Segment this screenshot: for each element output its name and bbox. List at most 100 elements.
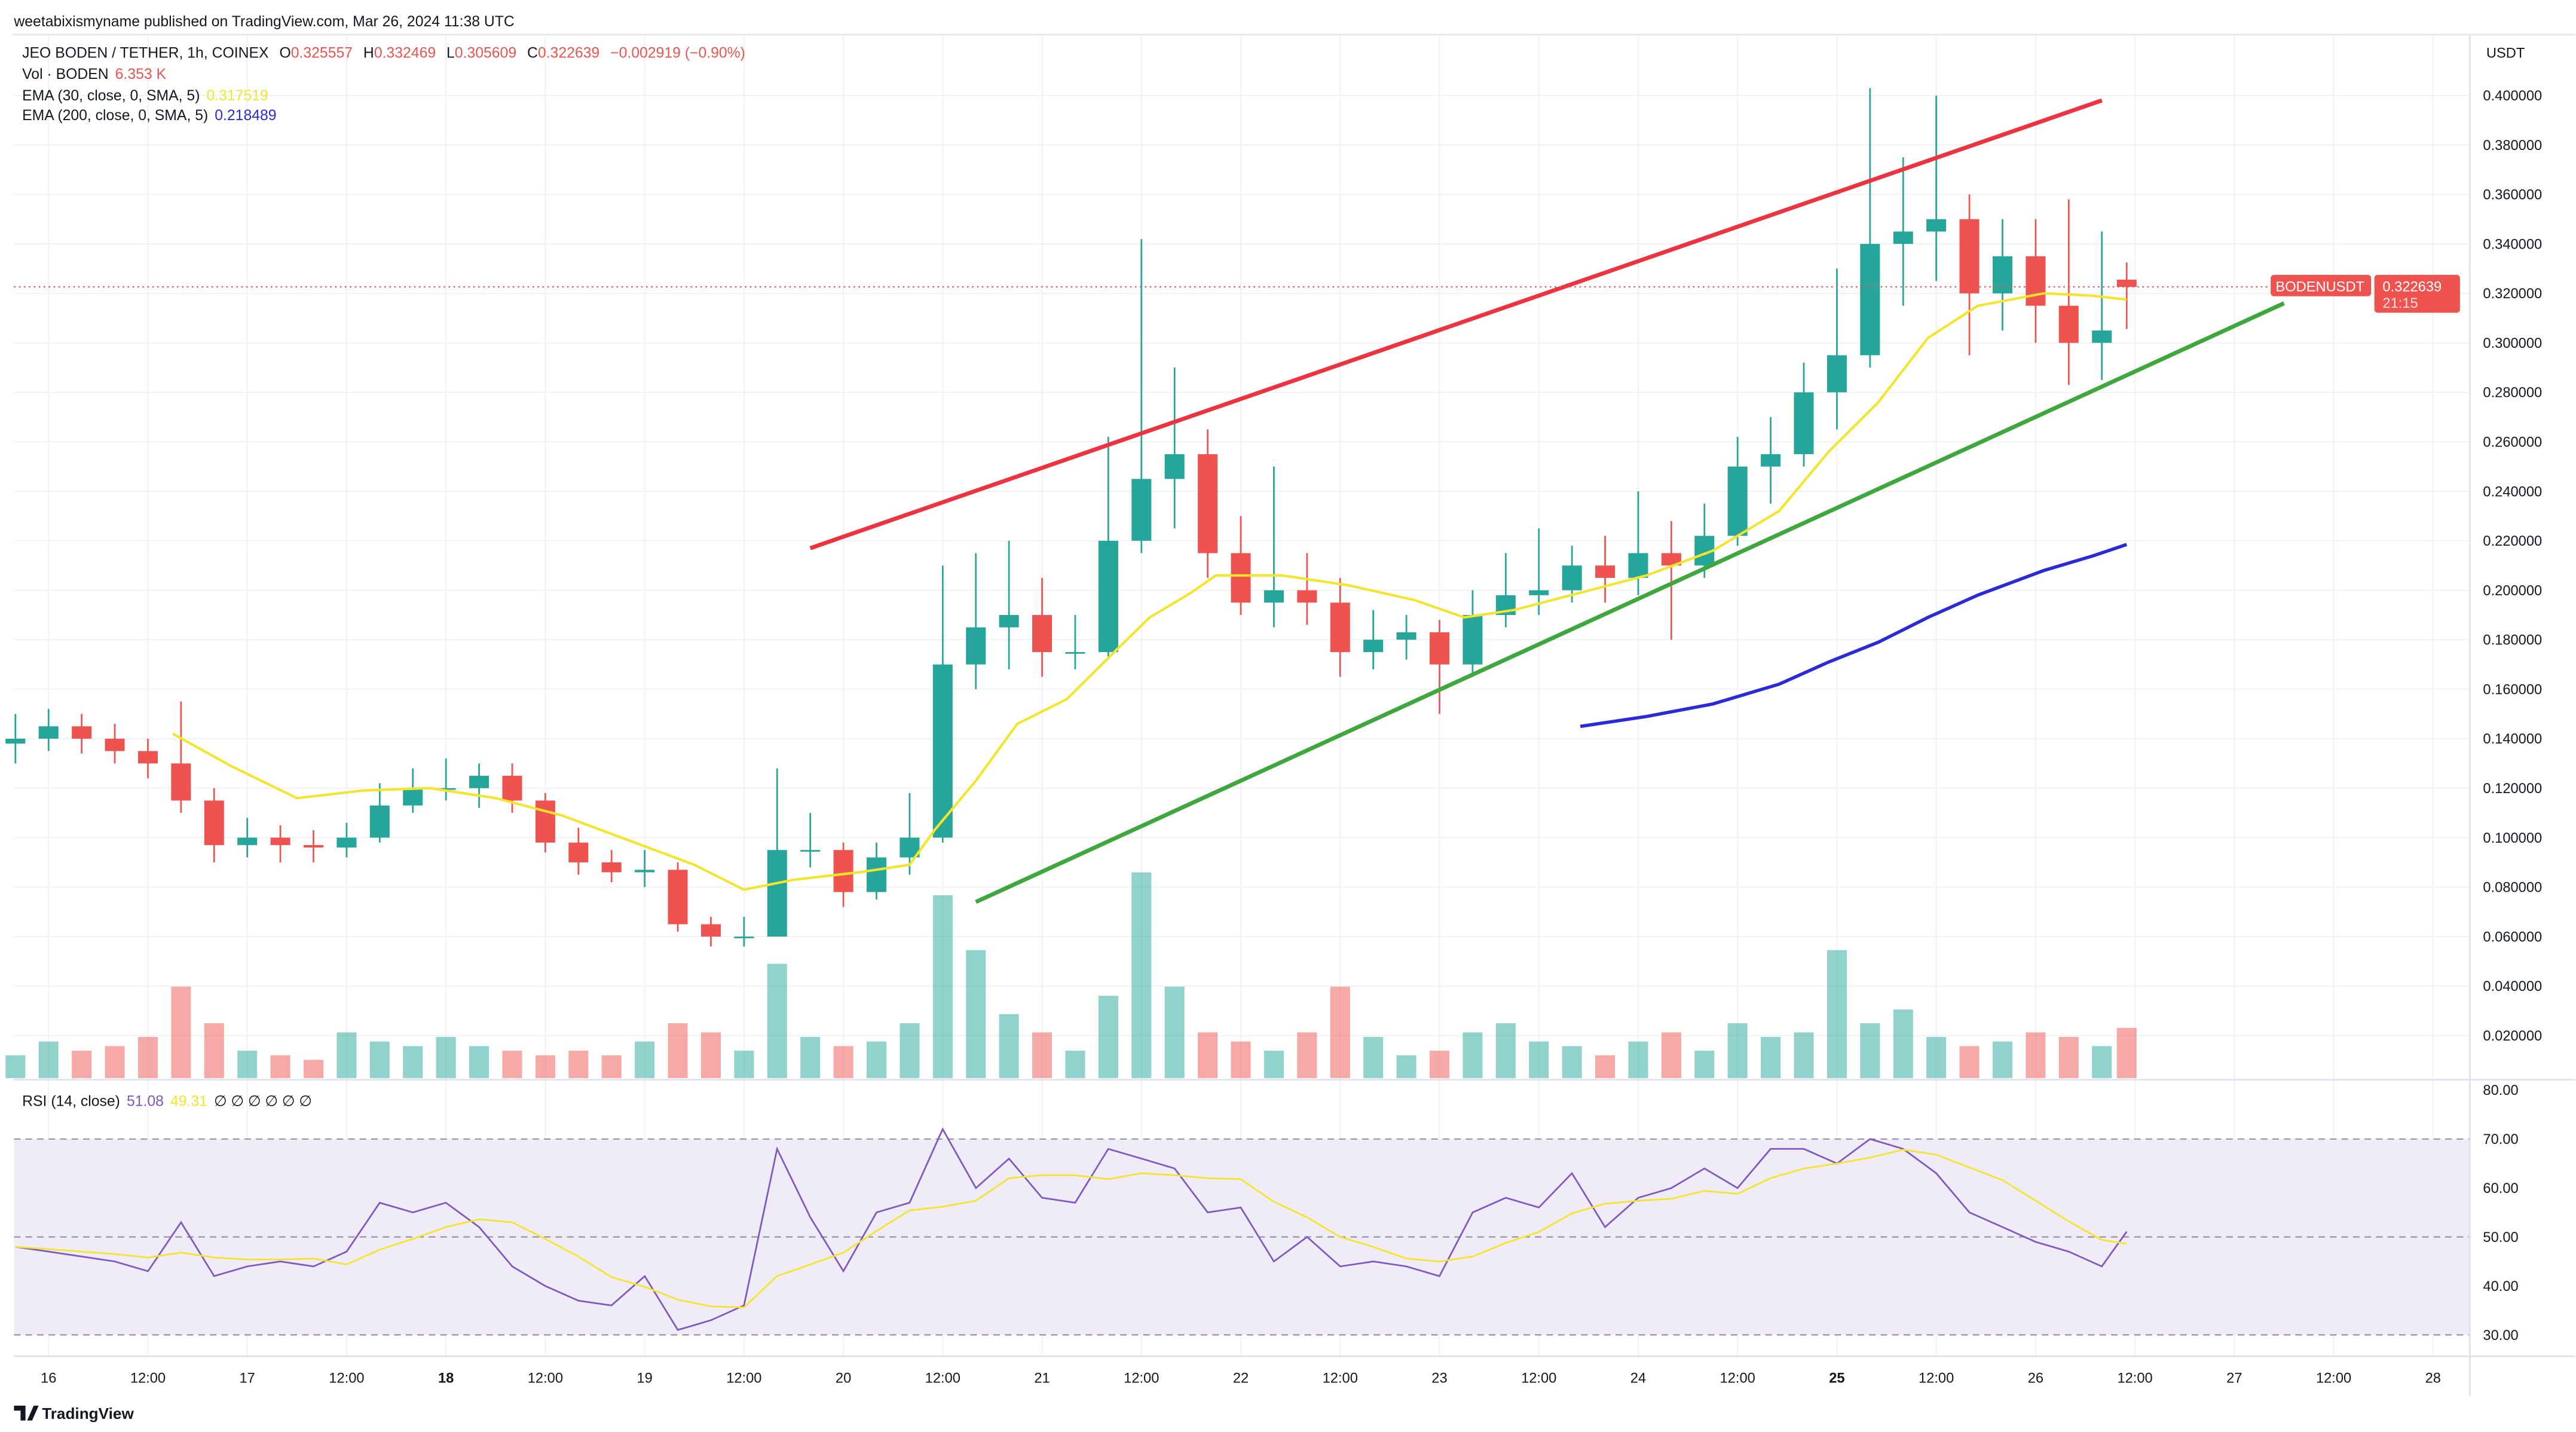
- candle-body: [369, 805, 390, 838]
- candle-body: [700, 924, 721, 937]
- symbol-badge: [2271, 274, 2372, 296]
- price-tick-label: 0.360000: [2483, 188, 2542, 203]
- volume-bar: [1827, 950, 1847, 1078]
- volume-bar: [105, 1046, 125, 1078]
- candle-body: [1131, 479, 1152, 541]
- candle-body: [502, 776, 522, 801]
- candle-body: [932, 664, 953, 838]
- volume-bar: [1893, 1009, 1913, 1078]
- time-tick-label: 12:00: [1720, 1370, 1755, 1386]
- volume-bar: [1959, 1046, 1980, 1078]
- candle-body: [1463, 614, 1483, 665]
- time-tick-label: 12:00: [925, 1370, 960, 1386]
- open-value: 0.325557: [291, 45, 353, 61]
- price-axis[interactable]: 0.400000 0.380000 0.360000 0.340000 0.320000…: [2483, 88, 2542, 1044]
- candle-body: [1231, 553, 1251, 603]
- volume-bar: [2116, 1027, 2137, 1078]
- price-tick-label: 0.180000: [2483, 633, 2542, 648]
- volume-bar: [767, 963, 787, 1078]
- candles[interactable]: [5, 88, 2137, 947]
- candle-body: [1198, 454, 1218, 553]
- volume-bar: [833, 1046, 853, 1078]
- price-tick-label: 0.380000: [2483, 138, 2542, 154]
- volume-bar: [668, 1023, 688, 1078]
- symbol-title: JEO BODEN / TETHER, 1h, COINEX: [22, 45, 268, 61]
- ema30-value: 0.317519: [206, 88, 268, 104]
- tradingview-logo-text: TradingView: [42, 1405, 134, 1422]
- candle-body: [171, 763, 191, 801]
- rsi-tick-label: 30.00: [2483, 1328, 2518, 1344]
- candle-body: [72, 726, 92, 739]
- candle-body: [999, 614, 1019, 628]
- price-tick-label: 0.100000: [2483, 831, 2542, 846]
- low-value: 0.305609: [455, 45, 516, 61]
- time-tick-label: 12:00: [2117, 1370, 2152, 1386]
- rsi-tick-label: 50.00: [2483, 1230, 2518, 1246]
- candle-body: [1065, 652, 1085, 654]
- volume-bar: [303, 1060, 324, 1078]
- candle-body: [1761, 454, 1781, 467]
- upper-trendline: [809, 98, 2103, 550]
- rsi-axis[interactable]: 80.00 70.00 60.00 50.00 40.00 30.00: [2483, 1083, 2518, 1344]
- time-tick-label: 24: [1630, 1370, 1646, 1386]
- volume-bar: [403, 1046, 423, 1078]
- volume-bar: [204, 1023, 224, 1078]
- candle-body: [1661, 553, 1681, 566]
- time-axis[interactable]: 16 12:00 17 12:00 18 12:00 19 12:00 20 12:00 21 12:…: [41, 1370, 2441, 1386]
- candle-body: [2026, 256, 2046, 306]
- candle-body: [2092, 330, 2112, 343]
- candle-body: [1363, 639, 1384, 653]
- time-tick-label: 22: [1233, 1370, 1249, 1386]
- rsi-tick-label: 70.00: [2483, 1132, 2518, 1148]
- volume-bar: [734, 1050, 754, 1078]
- time-tick-label: 19: [637, 1370, 652, 1386]
- volume-bar: [1429, 1050, 1450, 1078]
- time-tick-label: 12:00: [528, 1370, 563, 1386]
- candle-body: [1595, 565, 1616, 578]
- candle-body: [668, 870, 688, 925]
- candle-body: [568, 842, 589, 862]
- grid: [14, 36, 2470, 1357]
- candle-body: [833, 850, 853, 892]
- trendlines[interactable]: [809, 98, 2285, 904]
- currency-label[interactable]: USDT: [2486, 45, 2525, 61]
- volume-bar: [1363, 1037, 1384, 1078]
- price-tick-label: 0.080000: [2483, 880, 2542, 896]
- time-tick-label: 17: [240, 1370, 255, 1386]
- time-tick-label: 27: [2226, 1370, 2242, 1386]
- volume-bar: [1661, 1032, 1681, 1078]
- price-badge: BODENUSDT 0.322639 21:15: [2271, 274, 2460, 313]
- time-tick-label: 12:00: [1919, 1370, 1954, 1386]
- publisher-line: weetabixismyname published on TradingVie…: [13, 14, 514, 30]
- candle-body: [336, 837, 357, 848]
- candle-body: [1529, 590, 1549, 595]
- volume-bar: [1727, 1023, 1748, 1078]
- time-tick-label: 12:00: [2316, 1370, 2351, 1386]
- volume-bar: [1463, 1032, 1483, 1078]
- candle-body: [1794, 392, 1814, 454]
- candle-body: [601, 862, 622, 873]
- volume-bar: [72, 1050, 92, 1078]
- time-tick-label: 16: [41, 1370, 56, 1386]
- volume-bar: [1860, 1023, 1880, 1078]
- candle-body: [270, 837, 290, 845]
- tradingview-logo[interactable]: TradingView: [14, 1405, 134, 1422]
- candle-body: [635, 870, 655, 873]
- open-label: O: [279, 45, 290, 61]
- time-tick-label: 20: [836, 1370, 851, 1386]
- candle-body: [1164, 454, 1185, 479]
- price-tick-label: 0.060000: [2483, 929, 2542, 945]
- candle-body: [866, 857, 887, 892]
- volume-bar: [1761, 1037, 1781, 1078]
- candle-body: [800, 850, 821, 852]
- candle-body: [436, 788, 456, 790]
- candle-body: [535, 800, 555, 843]
- main-legend[interactable]: JEO BODEN / TETHER, 1h, COINEX O0.325557…: [22, 45, 745, 1109]
- volume-bar: [1595, 1055, 1616, 1078]
- price-tick-label: 0.260000: [2483, 435, 2542, 450]
- rsi-legend: RSI (14, close) 51.08 49.31 ∅ ∅ ∅ ∅ ∅ ∅: [22, 1094, 312, 1110]
- candle-body: [403, 788, 423, 806]
- ema200-label: EMA (200, close, 0, SMA, 5): [22, 108, 208, 124]
- ema30-legend: EMA (30, close, 0, SMA, 5) 0.317519: [22, 88, 268, 104]
